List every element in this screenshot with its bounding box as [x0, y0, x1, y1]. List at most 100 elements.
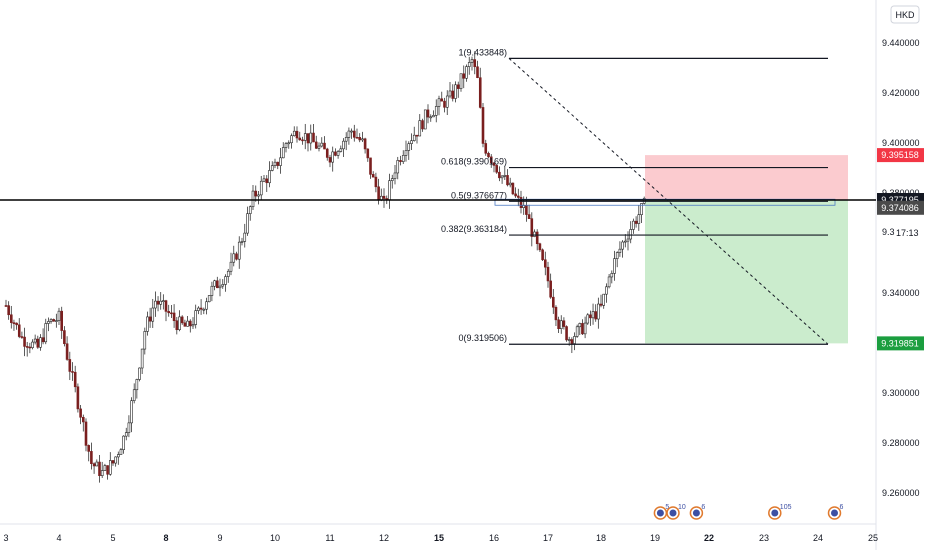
currency-button[interactable] [890, 5, 920, 24]
candle-body [371, 174, 375, 178]
candle-body [607, 276, 611, 288]
candle-body [10, 314, 13, 323]
candle-body [591, 311, 595, 319]
price-tick-label-partial: 9.3 [882, 227, 895, 237]
candle-body [306, 133, 310, 144]
candle-body [309, 132, 313, 144]
candle-body [629, 229, 633, 240]
price-badge-label: 9.374086 [881, 203, 919, 213]
economic-events[interactable]: 5 10 6 105 6 [653, 504, 844, 520]
candle-body [549, 280, 552, 298]
candle-body [180, 316, 184, 324]
candle-body [138, 367, 141, 380]
price-range-box[interactable] [494, 198, 836, 206]
price-tick-label: 9.420000 [882, 88, 920, 98]
price-tick-label: 9.440000 [882, 38, 920, 48]
fib-level-label: 0.5(9.376677) [451, 190, 507, 200]
candle-body [347, 130, 351, 138]
candle-body [508, 182, 512, 186]
candle-body [146, 316, 149, 332]
candle-body [41, 337, 45, 343]
candle-body [298, 137, 302, 141]
candle-body [79, 408, 82, 418]
candle-body [189, 320, 192, 327]
candle-body [279, 157, 282, 166]
candle-body [578, 323, 582, 328]
candle-body [124, 432, 128, 437]
price-tick-label: 9.400000 [882, 138, 920, 148]
fibonacci-retracement[interactable]: 1(9.433848) 0.618(9.390169) 0.5(9.376677) 0… [441, 47, 836, 345]
candle-body [393, 172, 397, 179]
price-tick-label: 9.340000 [882, 288, 920, 298]
candle-body [637, 214, 641, 224]
fib-level-label: 0.382(9.363184) [441, 224, 507, 234]
event-icon-core [669, 509, 677, 517]
candle-body [546, 266, 550, 282]
candle-body [456, 84, 460, 89]
candle-body [111, 460, 115, 464]
candle-body [484, 143, 488, 154]
price-axis[interactable]: 9.4400009.4200009.4000009.3800009.373320… [877, 38, 924, 498]
candle-body [117, 454, 120, 458]
candle-body [440, 98, 444, 102]
candle-body [344, 137, 348, 142]
candle-body [127, 422, 131, 433]
candle-body [98, 461, 101, 476]
time-axis[interactable]: 3 4 5 8 9 10 11 12 15 16 17 18 19 22 23 24 25 [3, 533, 878, 543]
candle-body [602, 293, 606, 306]
event-icon-core [831, 509, 838, 517]
candle-body [130, 400, 133, 424]
price-badge-label: 9.319851 [881, 338, 919, 348]
candle-body [525, 205, 528, 215]
candle-body [355, 136, 359, 139]
candle-body [100, 470, 104, 476]
candle-body [39, 337, 42, 348]
candle-body [594, 311, 598, 320]
candle-body [257, 194, 260, 197]
fib-level-label: 0(9.319506) [458, 333, 507, 343]
time-tick-label: 5 [110, 533, 115, 543]
candle-body [156, 300, 160, 305]
candle-body [186, 320, 189, 327]
candle-body [76, 386, 80, 410]
candle-body [221, 284, 225, 287]
short-position-tool[interactable] [645, 155, 848, 344]
candle-body [573, 336, 576, 344]
candle-body [197, 307, 200, 311]
currency-label: HKD [895, 10, 915, 20]
candle-body [363, 138, 367, 150]
candle-body [567, 339, 571, 341]
candle-body [25, 346, 29, 348]
candle-body [167, 311, 170, 314]
candle-body [248, 206, 252, 214]
candle-body [470, 59, 474, 63]
candle-body [84, 421, 88, 446]
candle-body [151, 307, 155, 322]
candle-body [183, 322, 187, 327]
candle-body [336, 151, 340, 156]
stop-loss-zone[interactable] [645, 155, 848, 201]
candle-body [361, 138, 364, 141]
time-tick-label: 8 [163, 533, 168, 543]
candle-body [443, 100, 446, 108]
price-tick-label: 9.300000 [882, 388, 920, 398]
candle-body [382, 195, 386, 199]
candle-body [57, 310, 61, 321]
candle-body [202, 308, 206, 311]
candle-body [162, 300, 165, 302]
price-badge-label: 9.377195 [881, 195, 919, 205]
candle-body [575, 326, 579, 337]
candle-body [506, 175, 509, 186]
candle-body [423, 109, 427, 130]
candle-body [320, 142, 324, 147]
event-icon-core [771, 509, 779, 517]
bar-countdown: 17:13 [896, 228, 919, 238]
fib-trend-line[interactable] [508, 58, 829, 345]
candle-body [224, 276, 227, 285]
candle-body [44, 323, 48, 343]
candle-body [350, 130, 353, 133]
candle-body [240, 241, 244, 243]
candle-body [226, 270, 230, 277]
